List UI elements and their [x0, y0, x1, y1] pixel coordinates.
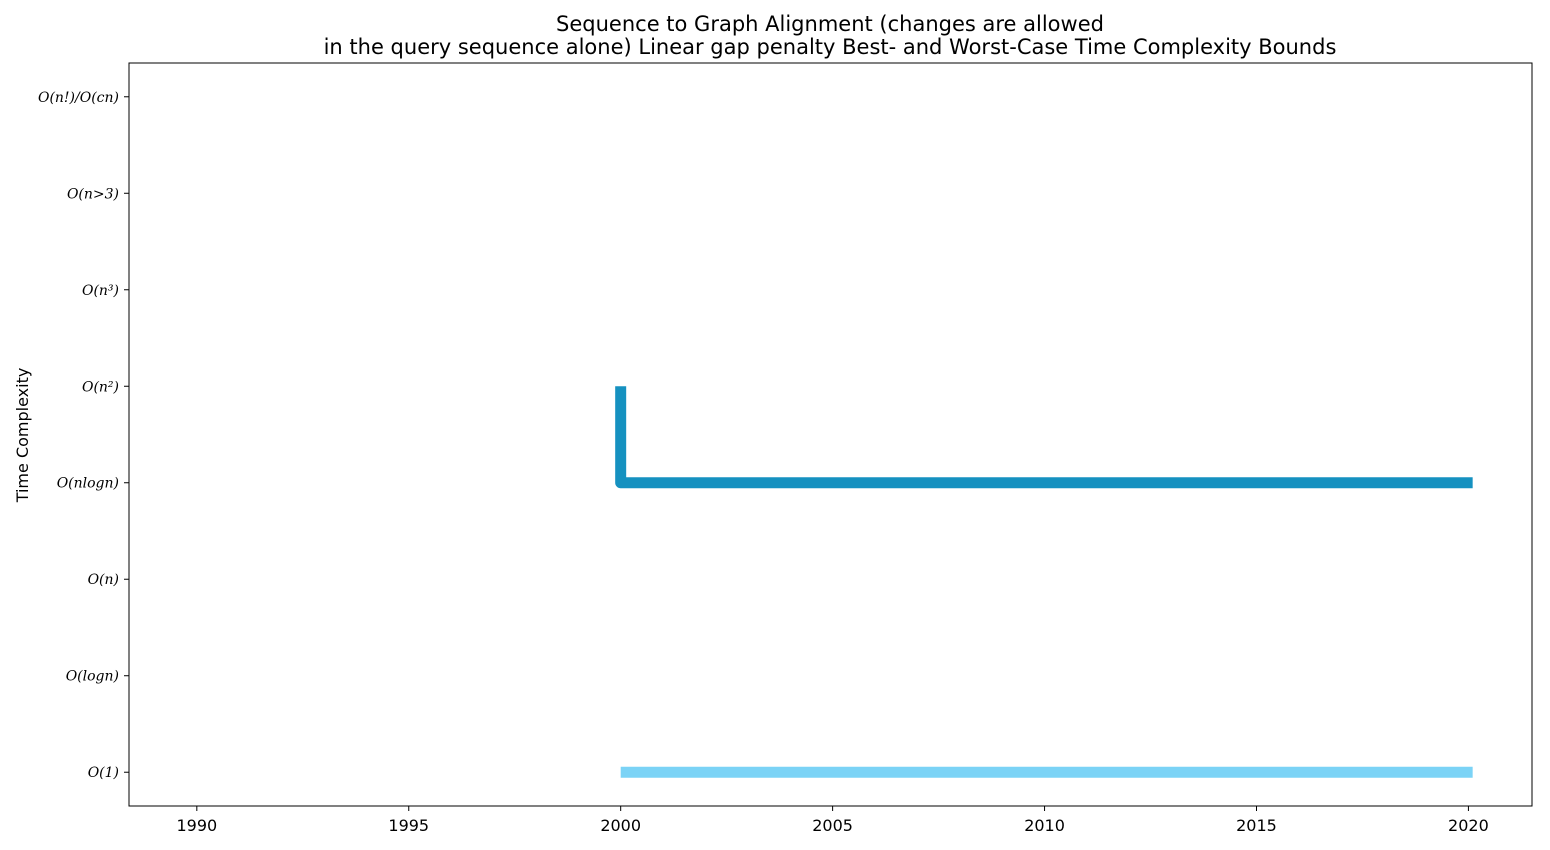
y-tick-label: O(n²) — [82, 379, 119, 395]
x-tick-label: 1995 — [388, 816, 429, 835]
series-line-0 — [615, 386, 1473, 489]
x-tick-label: 2005 — [812, 816, 853, 835]
y-axis: O(1) O(logn) O(n) O(nlogn) O(n²) O(n³) O(n>3) O… — [38, 90, 129, 781]
x-tick-label: 2020 — [1448, 816, 1489, 835]
x-axis: 1990 1995 2000 2005 2010 2015 2020 — [176, 806, 1489, 835]
chart-title-line1: Sequence to Graph Alignment (changes are… — [556, 12, 1104, 36]
x-tick-label: 2000 — [600, 816, 641, 835]
y-tick-label: O(n) — [88, 572, 119, 588]
y-tick-label: O(n!)/O(cn) — [38, 90, 119, 106]
x-tick-label: 2015 — [1236, 816, 1277, 835]
y-tick-label: O(1) — [88, 765, 119, 781]
y-tick-label: O(n>3) — [67, 186, 119, 202]
plot-frame — [128, 62, 1533, 807]
x-tick-label: 1990 — [176, 816, 217, 835]
y-tick-label: O(logn) — [66, 669, 119, 685]
chart-title-line2: in the query sequence alone) Linear gap … — [324, 35, 1337, 59]
x-tick-label: 2010 — [1024, 816, 1065, 835]
y-tick-label: O(n³) — [82, 283, 119, 299]
series-layer — [615, 386, 1473, 778]
y-tick-label: O(nlogn) — [57, 476, 119, 492]
y-axis-label: Time Complexity — [13, 368, 32, 504]
